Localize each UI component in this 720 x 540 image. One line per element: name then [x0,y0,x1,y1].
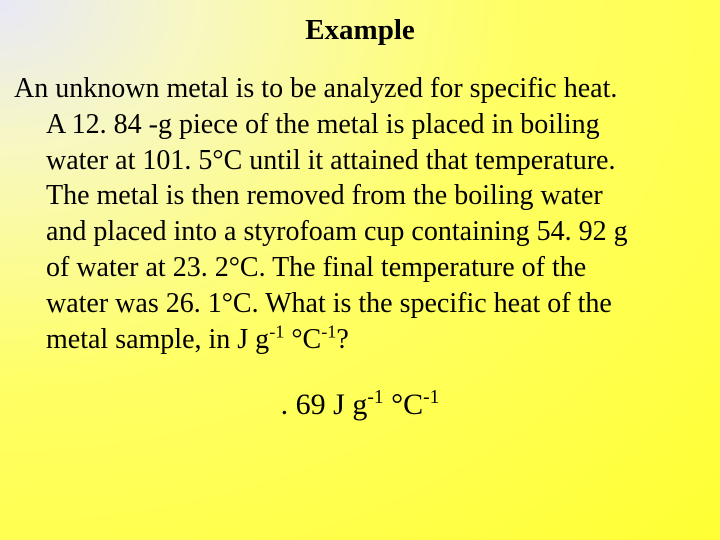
superscript-neg1-b: -1 [321,321,336,341]
problem-line-8-prefix: metal sample, in J g [46,324,269,355]
superscript-neg1-a: -1 [269,321,284,341]
problem-line-5: and placed into a styrofoam cup containi… [14,214,708,250]
problem-line-8-suffix: ? [336,324,348,355]
problem-line-2: A 12. 84 -g piece of the metal is placed… [14,107,708,143]
problem-line-8-mid: °C [284,324,321,355]
problem-line-7: water was 26. 1°C. What is the specific … [14,286,708,322]
problem-line-8: metal sample, in J g-1 °C-1? [14,322,708,358]
problem-paragraph: An unknown metal is to be analyzed for s… [12,71,708,358]
problem-line-6: of water at 23. 2°C. The final temperatu… [14,250,708,286]
problem-line-3: water at 101. 5°C until it attained that… [14,143,708,179]
problem-line-4: The metal is then removed from the boili… [14,178,708,214]
answer-sup-b: -1 [423,387,439,408]
answer-mid: °C [384,388,424,421]
answer-sup-a: -1 [367,387,383,408]
answer-prefix: . 69 J g [281,388,368,421]
problem-line-1: An unknown metal is to be analyzed for s… [14,71,708,107]
slide-title: Example [12,14,708,47]
answer-text: . 69 J g-1 °C-1 [12,388,708,422]
